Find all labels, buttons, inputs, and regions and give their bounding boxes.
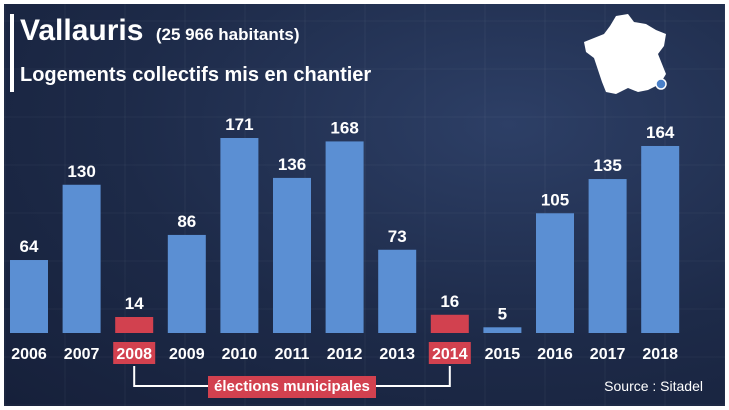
year-label-2010: 2010 [222, 346, 258, 363]
chart-subtitle: Logements collectifs mis en chantier [20, 64, 372, 86]
value-label-2018: 164 [646, 123, 675, 142]
bar-2018 [641, 145, 680, 333]
year-label-2018: 2018 [642, 346, 678, 363]
value-label-2017: 135 [593, 156, 621, 175]
value-label-2016: 105 [541, 190, 569, 209]
bar-2006 [10, 260, 48, 333]
bar-2012 [325, 141, 364, 333]
bar-2017 [588, 179, 627, 333]
city-title: Vallauris [20, 14, 144, 47]
year-label-2007: 2007 [64, 346, 100, 363]
bar-2016 [536, 213, 574, 333]
year-label-2013: 2013 [379, 346, 415, 363]
value-label-2009: 86 [177, 212, 196, 231]
year-label-2012: 2012 [327, 346, 363, 363]
bar-2008 [115, 317, 154, 333]
bar-2014 [430, 314, 469, 333]
source-label: Source : Sitadel [604, 378, 703, 394]
bar-2013 [378, 249, 417, 333]
year-highlight-2008 [113, 342, 156, 364]
title-accent-bar [10, 14, 14, 92]
title-line: Vallauris (25 966 habitants) [20, 14, 299, 48]
value-label-2012: 168 [330, 118, 358, 137]
year-highlight-2014 [428, 342, 471, 364]
population-label: (25 966 habitants) [155, 25, 300, 44]
value-label-2011: 136 [278, 155, 306, 174]
france-map-shape [584, 14, 666, 94]
year-label-2014: 2014 [432, 346, 468, 363]
infographic-frame: Vallauris (25 966 habitants) Logements c… [4, 4, 725, 406]
value-label-2014: 16 [440, 292, 459, 311]
france-map-icon [582, 12, 674, 102]
bar-2015 [483, 327, 522, 333]
bar-2010 [220, 138, 259, 333]
year-label-2015: 2015 [485, 346, 521, 363]
value-label-2010: 171 [225, 115, 253, 134]
year-label-2008: 2008 [116, 346, 152, 363]
bar-chart: 64 2006 130 2007 14 2008 86 2009 171 2010 136 2011 1… [10, 115, 680, 387]
bar-2011 [273, 177, 311, 333]
value-label-2007: 130 [67, 162, 95, 181]
value-label-2006: 64 [20, 237, 39, 256]
bar-2007 [62, 184, 101, 333]
vallauris-location-marker [655, 78, 667, 90]
year-label-2011: 2011 [275, 346, 310, 363]
value-label-2008: 14 [125, 294, 144, 313]
year-label-2016: 2016 [537, 346, 573, 363]
bar-2009 [167, 234, 206, 333]
value-label-2015: 5 [498, 304, 507, 323]
year-label-2009: 2009 [169, 346, 205, 363]
value-label-2013: 73 [388, 227, 407, 246]
year-label-2006: 2006 [11, 346, 47, 363]
year-label-2017: 2017 [590, 346, 626, 363]
elections-label: élections municipales [208, 376, 376, 398]
